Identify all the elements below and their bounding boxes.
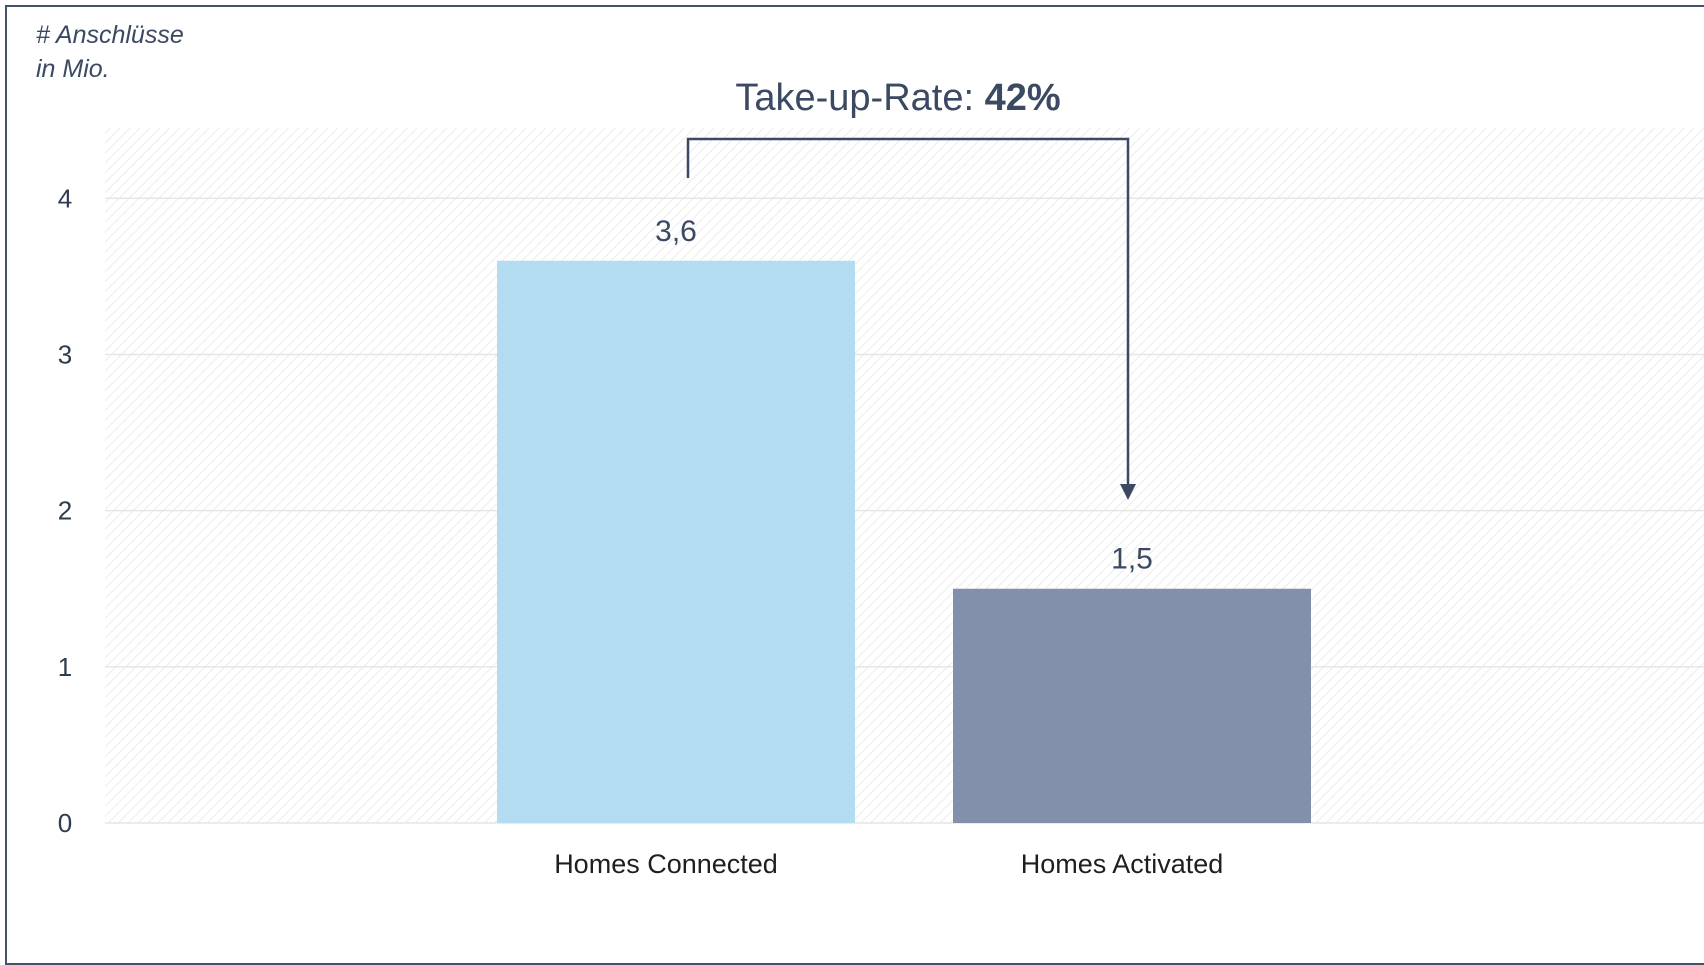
y-tick-label: 4 bbox=[58, 183, 72, 213]
value-labels: 3,6 1,5 bbox=[655, 215, 1153, 576]
take-up-rate-prefix: Take-up-Rate: bbox=[735, 77, 984, 119]
bar bbox=[497, 260, 855, 823]
gridlines bbox=[105, 197, 1704, 824]
y-tick-label: 1 bbox=[58, 652, 72, 682]
bar bbox=[953, 588, 1311, 823]
arrow-down-icon bbox=[1120, 484, 1136, 500]
category-labels: Homes Connected Homes Activated bbox=[554, 849, 1223, 879]
y-axis-label-line2: in Mio. bbox=[36, 55, 110, 83]
take-up-rate-label: Take-up-Rate: 42% bbox=[735, 77, 1060, 119]
y-tick-label: 2 bbox=[58, 496, 72, 526]
data-label: 3,6 bbox=[655, 215, 697, 248]
bars bbox=[497, 260, 1311, 823]
y-axis-ticks: 0 1 2 3 4 bbox=[58, 183, 72, 838]
y-tick-label: 3 bbox=[58, 339, 72, 369]
y-axis-label: # Anschlüsse in Mio. bbox=[36, 18, 184, 86]
x-category-label: Homes Activated bbox=[1021, 849, 1224, 879]
y-tick-label: 0 bbox=[58, 808, 72, 838]
plot-area bbox=[105, 128, 1704, 823]
take-up-rate-value: 42% bbox=[985, 77, 1061, 119]
data-label: 1,5 bbox=[1111, 543, 1153, 576]
take-up-rate-annotation: Take-up-Rate: 42% bbox=[686, 77, 1136, 500]
take-up-rate-connector bbox=[686, 137, 1130, 484]
y-axis-label-line1: # Anschlüsse bbox=[36, 21, 184, 49]
bar-chart: 0 1 2 3 4 3,6 1,5 Homes Connected Homes Activa… bbox=[58, 77, 1704, 879]
x-category-label: Homes Connected bbox=[554, 849, 778, 879]
